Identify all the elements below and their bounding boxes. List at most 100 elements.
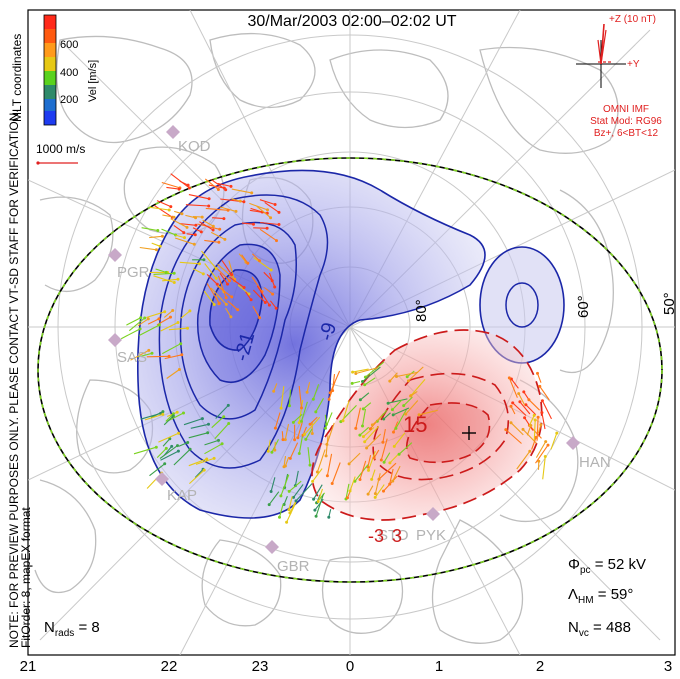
velocity-vector-origin xyxy=(311,480,314,483)
velocity-vector-origin xyxy=(279,494,282,497)
velocity-vector-origin xyxy=(537,416,540,419)
velocity-vector-origin xyxy=(313,509,316,512)
velocity-vector-origin xyxy=(275,239,278,242)
mlt-tick-1: 1 xyxy=(435,658,443,674)
velocity-vector-origin xyxy=(522,390,525,393)
velocity-vector-origin xyxy=(393,445,396,448)
map-title: 30/Mar/2003 02:00–02:02 UT xyxy=(247,13,456,30)
velocity-vector-origin xyxy=(225,303,228,306)
contour-label-neg3: -3 xyxy=(368,526,384,546)
velocity-vector-origin xyxy=(139,316,142,319)
velocity-vector-origin xyxy=(268,304,271,307)
velocity-vector-origin xyxy=(283,465,286,468)
imf-model: Stat Mod: RG96 xyxy=(590,116,662,127)
velocity-vector-origin xyxy=(230,273,233,276)
velocity-vector-origin xyxy=(292,421,295,424)
imf-source: OMNI IMF xyxy=(603,104,649,115)
velocity-vector-origin xyxy=(273,449,276,452)
velocity-vector-origin xyxy=(383,461,386,464)
velocity-vector-origin xyxy=(363,383,366,386)
velocity-vector-origin xyxy=(382,490,385,493)
velocity-vector-origin xyxy=(289,457,292,460)
velocity-vector-origin xyxy=(536,372,539,375)
velocity-vector-origin xyxy=(203,469,206,472)
velocity-vector-origin xyxy=(270,451,273,454)
velocity-vector-origin xyxy=(216,283,219,286)
velocity-vector-origin xyxy=(158,324,161,327)
mlt-tick-0: 0 xyxy=(346,658,354,674)
velocity-vector-origin xyxy=(407,379,410,382)
velocity-vector-origin xyxy=(177,450,180,453)
velocity-vector-origin xyxy=(163,310,166,313)
radar-label-sas: SAS xyxy=(117,349,147,366)
velocity-vector-origin xyxy=(181,212,184,215)
velocity-vector-origin xyxy=(325,454,328,457)
velocity-vector-origin xyxy=(351,371,354,374)
velocity-vector-origin xyxy=(306,391,309,394)
velocity-vector-origin xyxy=(183,236,186,239)
velocity-vector-origin xyxy=(358,434,361,437)
vector-scale-dot xyxy=(36,161,39,164)
contour-label-3: 3 xyxy=(392,526,402,546)
velocity-vector-origin xyxy=(173,216,176,219)
velocity-vector-origin xyxy=(527,398,530,401)
vector-scale-label: 1000 m/s xyxy=(36,142,85,156)
velocity-vector-origin xyxy=(510,405,513,408)
velocity-vector-origin xyxy=(161,413,164,416)
velocity-vector-origin xyxy=(351,382,354,385)
velocity-vector-origin xyxy=(227,209,230,212)
velocity-vector-origin xyxy=(288,490,291,493)
velocity-vector-origin xyxy=(208,197,211,200)
velocity-vector-origin xyxy=(522,428,525,431)
mlt-tick-2: 2 xyxy=(536,658,544,674)
velocity-vector-origin xyxy=(285,521,288,524)
velocity-vector-origin xyxy=(258,259,261,262)
velocity-vector-origin xyxy=(534,419,537,422)
velocity-vector-origin xyxy=(296,436,299,439)
velocity-vector-origin xyxy=(518,400,521,403)
velocity-vector-origin xyxy=(157,317,160,320)
lat-label-80: 80° xyxy=(413,299,430,322)
velocity-vector-origin xyxy=(187,184,190,187)
mlt-tick-23: 23 xyxy=(252,658,269,674)
velocity-vector-origin xyxy=(250,191,253,194)
velocity-vector-origin xyxy=(217,439,220,442)
velocity-vector-origin xyxy=(178,188,181,191)
mlt-tick-21: 21 xyxy=(20,658,37,674)
velocity-vector-origin xyxy=(354,372,357,375)
velocity-vector-origin xyxy=(170,445,173,448)
velocity-colorbar xyxy=(44,15,56,125)
velocity-vector-origin xyxy=(246,262,249,265)
radar-label-pyk: PYK xyxy=(416,527,446,544)
velocity-vector-origin xyxy=(258,316,261,319)
radar-label-han: HAN xyxy=(579,454,611,471)
velocity-vector-origin xyxy=(223,238,226,241)
velocity-vector-origin xyxy=(381,441,384,444)
velocity-vector-origin xyxy=(528,450,531,453)
mlt-tick-3: 3 xyxy=(664,658,672,674)
velocity-vector-origin xyxy=(280,407,283,410)
coordinate-label: MLT coordinates xyxy=(10,34,24,122)
velocity-vector-origin xyxy=(346,496,349,499)
velocity-vector-origin xyxy=(349,490,352,493)
velocity-vector-origin xyxy=(510,421,513,424)
velocity-vector-origin xyxy=(213,303,216,306)
velocity-vector xyxy=(147,356,169,357)
velocity-vector-origin xyxy=(391,480,394,483)
velocity-vector-origin xyxy=(362,435,365,438)
radar-label-kap: KAP xyxy=(167,487,197,504)
velocity-vector-origin xyxy=(539,423,542,426)
velocity-vector-origin xyxy=(517,392,520,395)
radar-label-kod: KOD xyxy=(178,138,211,155)
velocity-vector-origin xyxy=(511,401,514,404)
velocity-vector-origin xyxy=(143,317,146,320)
velocity-vector-origin xyxy=(388,483,391,486)
velocity-vector-origin xyxy=(165,447,168,450)
velocity-vector-origin xyxy=(504,428,507,431)
velocity-vector-origin xyxy=(304,438,307,441)
velocity-vector-origin xyxy=(362,407,365,410)
velocity-vector-origin xyxy=(541,399,544,402)
velocity-vector-origin xyxy=(177,432,180,435)
